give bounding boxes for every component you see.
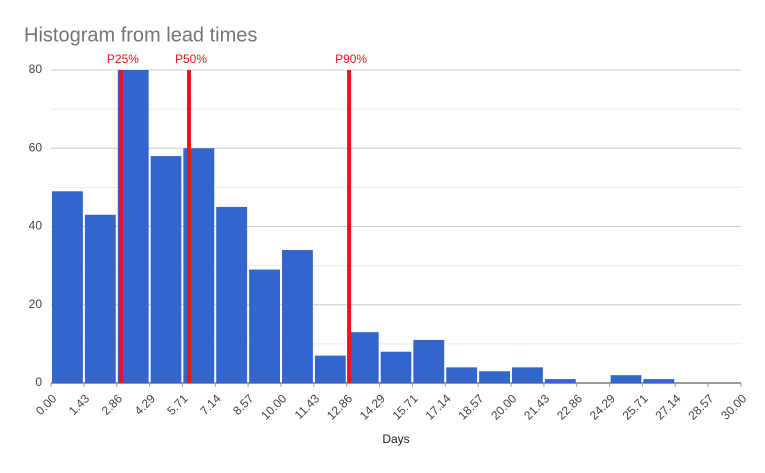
x-tick-label: 1.43: [66, 391, 93, 418]
bar: [380, 351, 412, 383]
x-tick-label: 4.29: [132, 391, 159, 418]
x-tick-label: 22.86: [554, 391, 585, 422]
percentile-label: P90%: [335, 52, 367, 66]
x-tick-label: 21.43: [521, 391, 552, 422]
x-tick-label: 15.71: [390, 391, 421, 422]
bar: [282, 249, 313, 383]
x-axis-label: Days: [382, 432, 409, 446]
bar: [347, 332, 379, 383]
percentile-label: P50%: [175, 52, 207, 66]
x-tick-label: 8.57: [230, 391, 257, 418]
x-tick-label: 14.29: [357, 391, 388, 422]
x-tick-label: 10.00: [258, 391, 289, 422]
bar: [643, 379, 675, 383]
bar: [249, 269, 280, 383]
y-tick-label: 80: [29, 62, 43, 76]
x-tick-label: 2.86: [99, 391, 126, 418]
x-tick-label: 17.14: [422, 391, 453, 422]
bar: [216, 206, 248, 383]
bar: [314, 355, 346, 383]
chart-title: Histogram from lead times: [24, 24, 257, 46]
x-tick-label: 24.29: [587, 391, 618, 422]
bar: [446, 367, 478, 383]
bar: [610, 375, 642, 383]
bar: [150, 156, 182, 383]
bar: [413, 339, 445, 383]
bar: [479, 371, 510, 383]
bar: [84, 214, 116, 383]
y-tick-label: 60: [29, 140, 43, 154]
y-tick-label: 40: [29, 219, 43, 233]
bar: [52, 191, 83, 383]
y-tick-label: 20: [29, 297, 43, 311]
percentile-label: P25%: [107, 52, 139, 66]
bar: [544, 379, 576, 383]
bar: [117, 70, 149, 383]
x-tick-label: 5.71: [164, 391, 191, 418]
x-tick-label: 12.86: [324, 391, 355, 422]
x-tick-label: 7.14: [197, 391, 224, 418]
bar: [512, 367, 543, 383]
y-tick-label: 0: [35, 375, 42, 389]
x-tick-label: 28.57: [685, 391, 716, 422]
x-tick-label: 27.14: [652, 391, 683, 422]
x-tick-label: 0.00: [33, 391, 60, 418]
x-tick-label: 25.71: [620, 391, 651, 422]
x-tick-label: 30.00: [718, 391, 749, 422]
x-tick-label: 11.43: [292, 391, 323, 422]
x-tick-label: 18.57: [455, 391, 486, 422]
x-tick-label: 20.00: [488, 391, 519, 422]
